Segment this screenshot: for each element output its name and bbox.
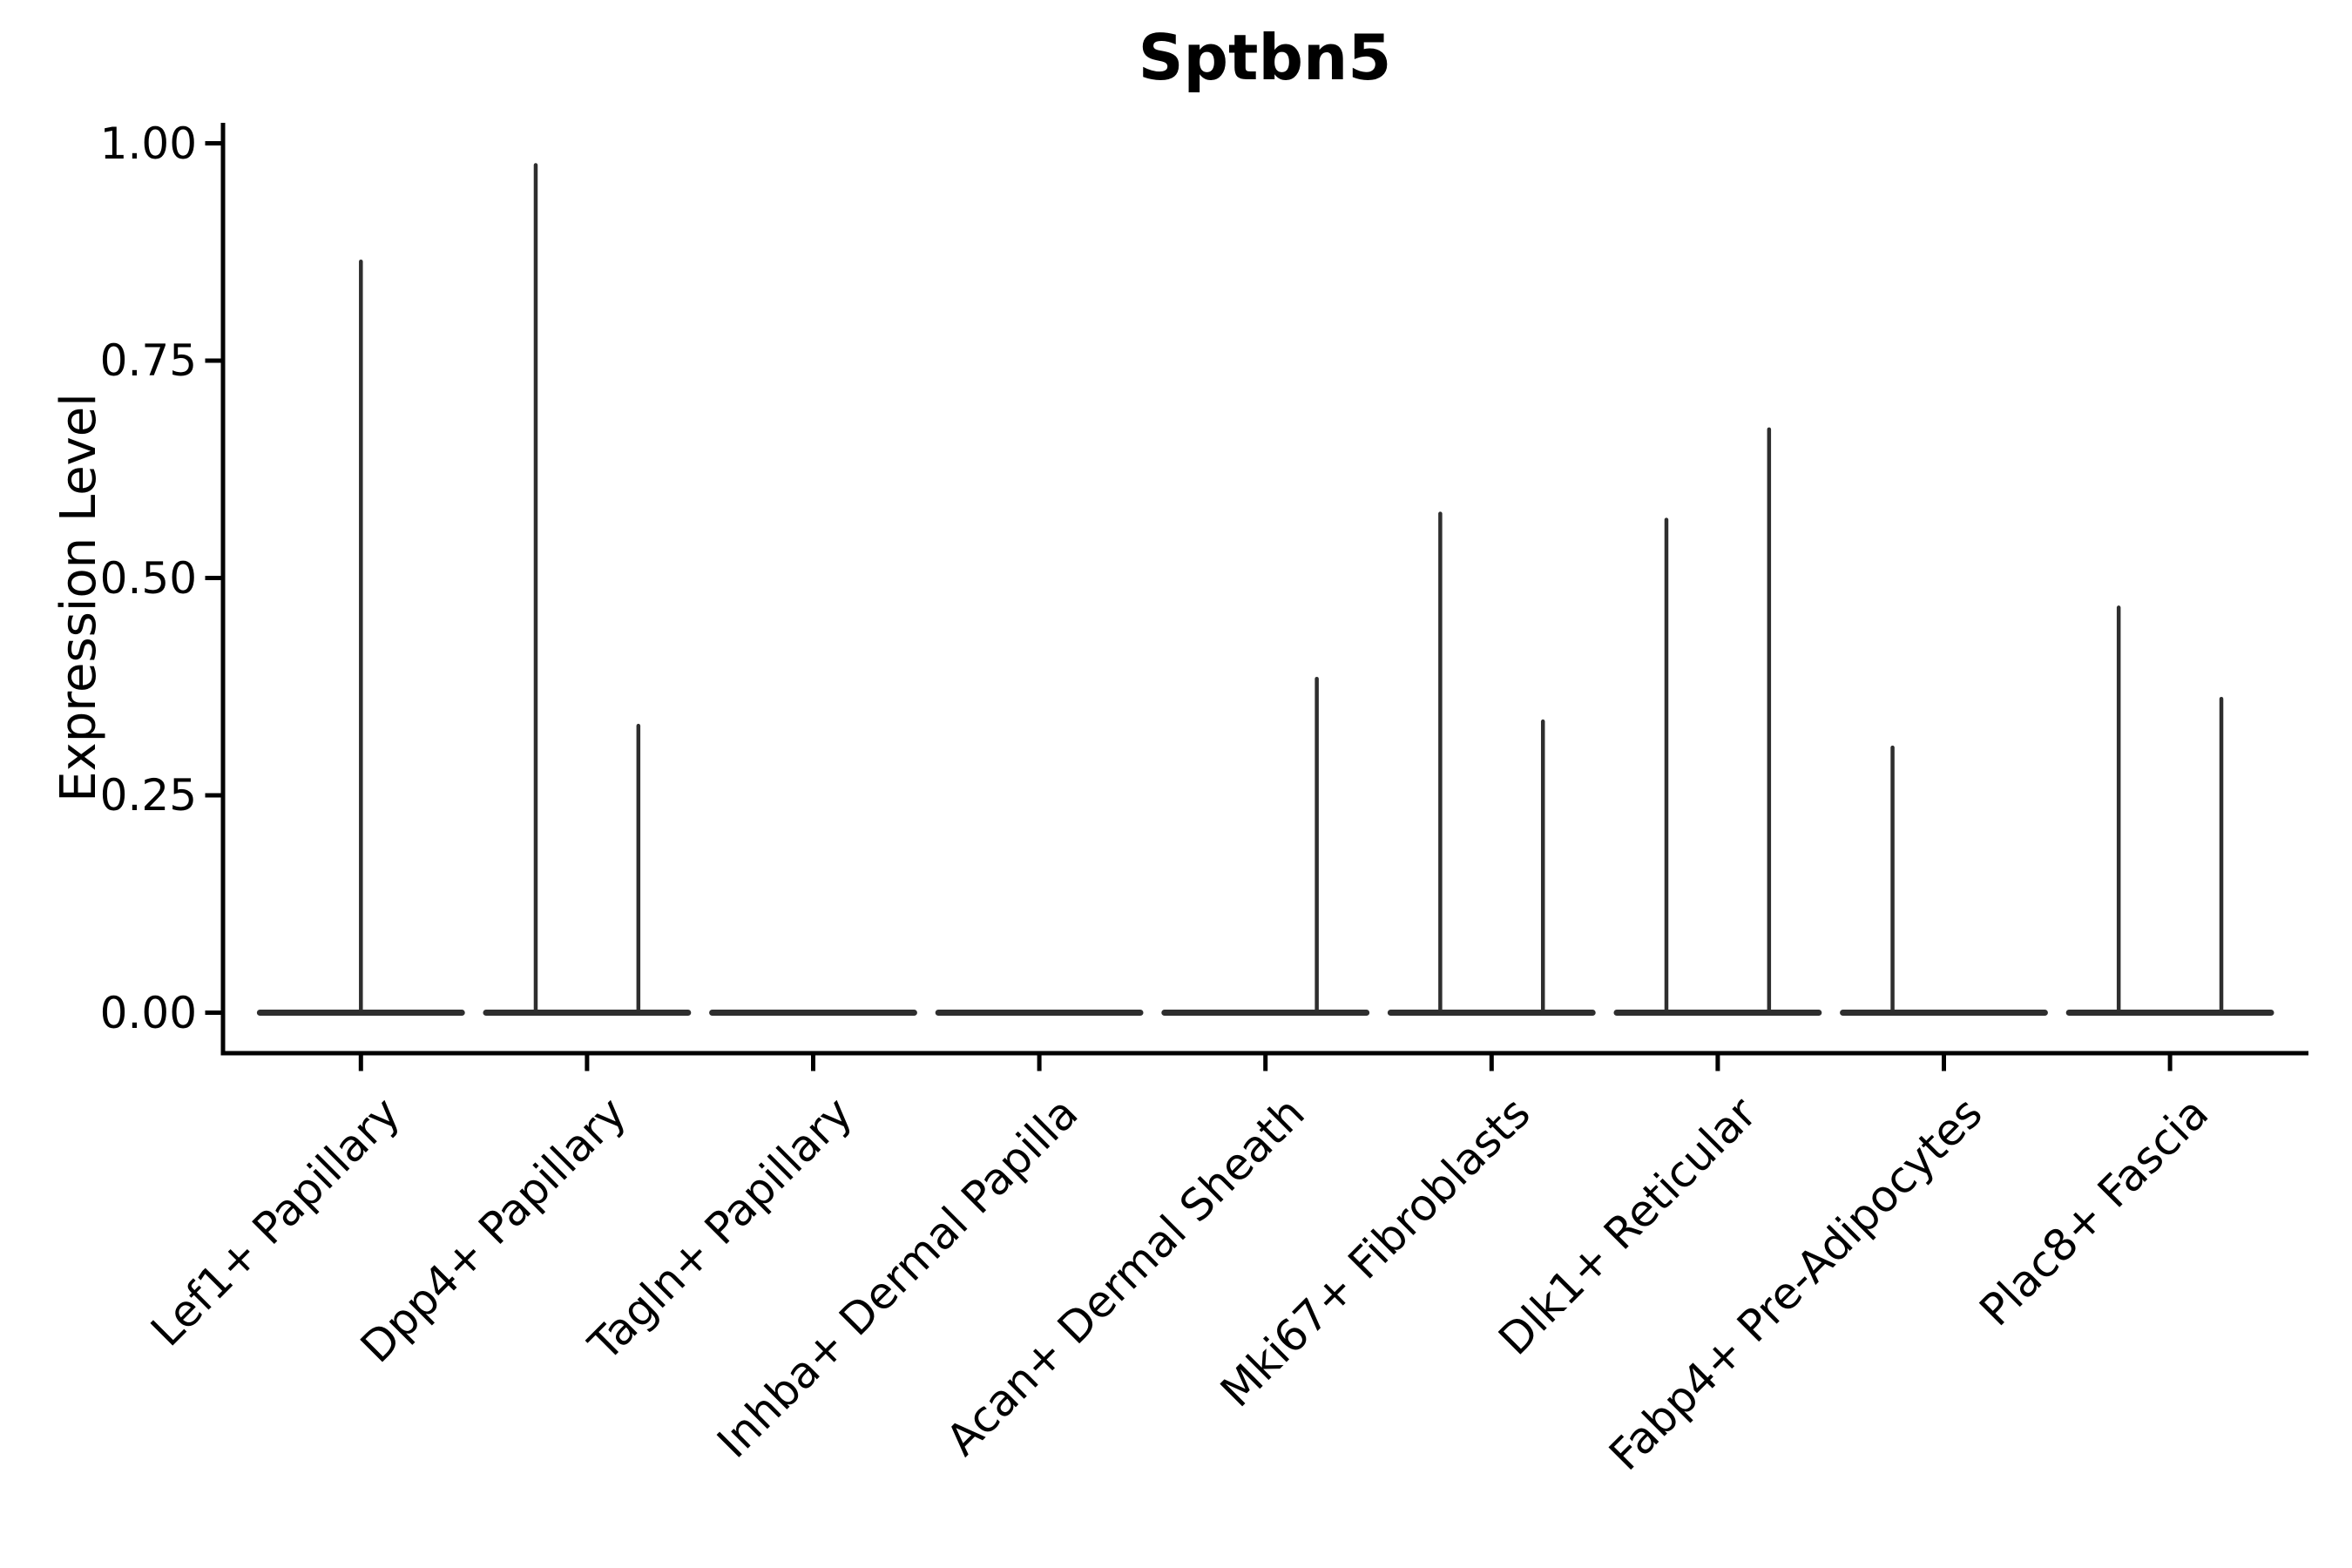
violin-baseline	[935, 1010, 1144, 1016]
violin-baseline	[1840, 1010, 2048, 1016]
chart-title: Sptbn5	[1138, 21, 1392, 94]
violin-baseline	[2065, 1010, 2274, 1016]
violin-baseline	[483, 1010, 692, 1016]
y-tick-label: 0.00	[99, 987, 197, 1038]
y-tick-label: 1.00	[99, 118, 197, 169]
violin-baseline	[1613, 1010, 1822, 1016]
violin-baseline	[1387, 1010, 1596, 1016]
violin-baseline	[709, 1010, 917, 1016]
y-tick-label: 0.75	[99, 335, 197, 386]
y-tick-label: 0.50	[99, 552, 197, 604]
violin-baseline	[1161, 1010, 1370, 1016]
y-tick-label: 0.25	[99, 770, 197, 821]
